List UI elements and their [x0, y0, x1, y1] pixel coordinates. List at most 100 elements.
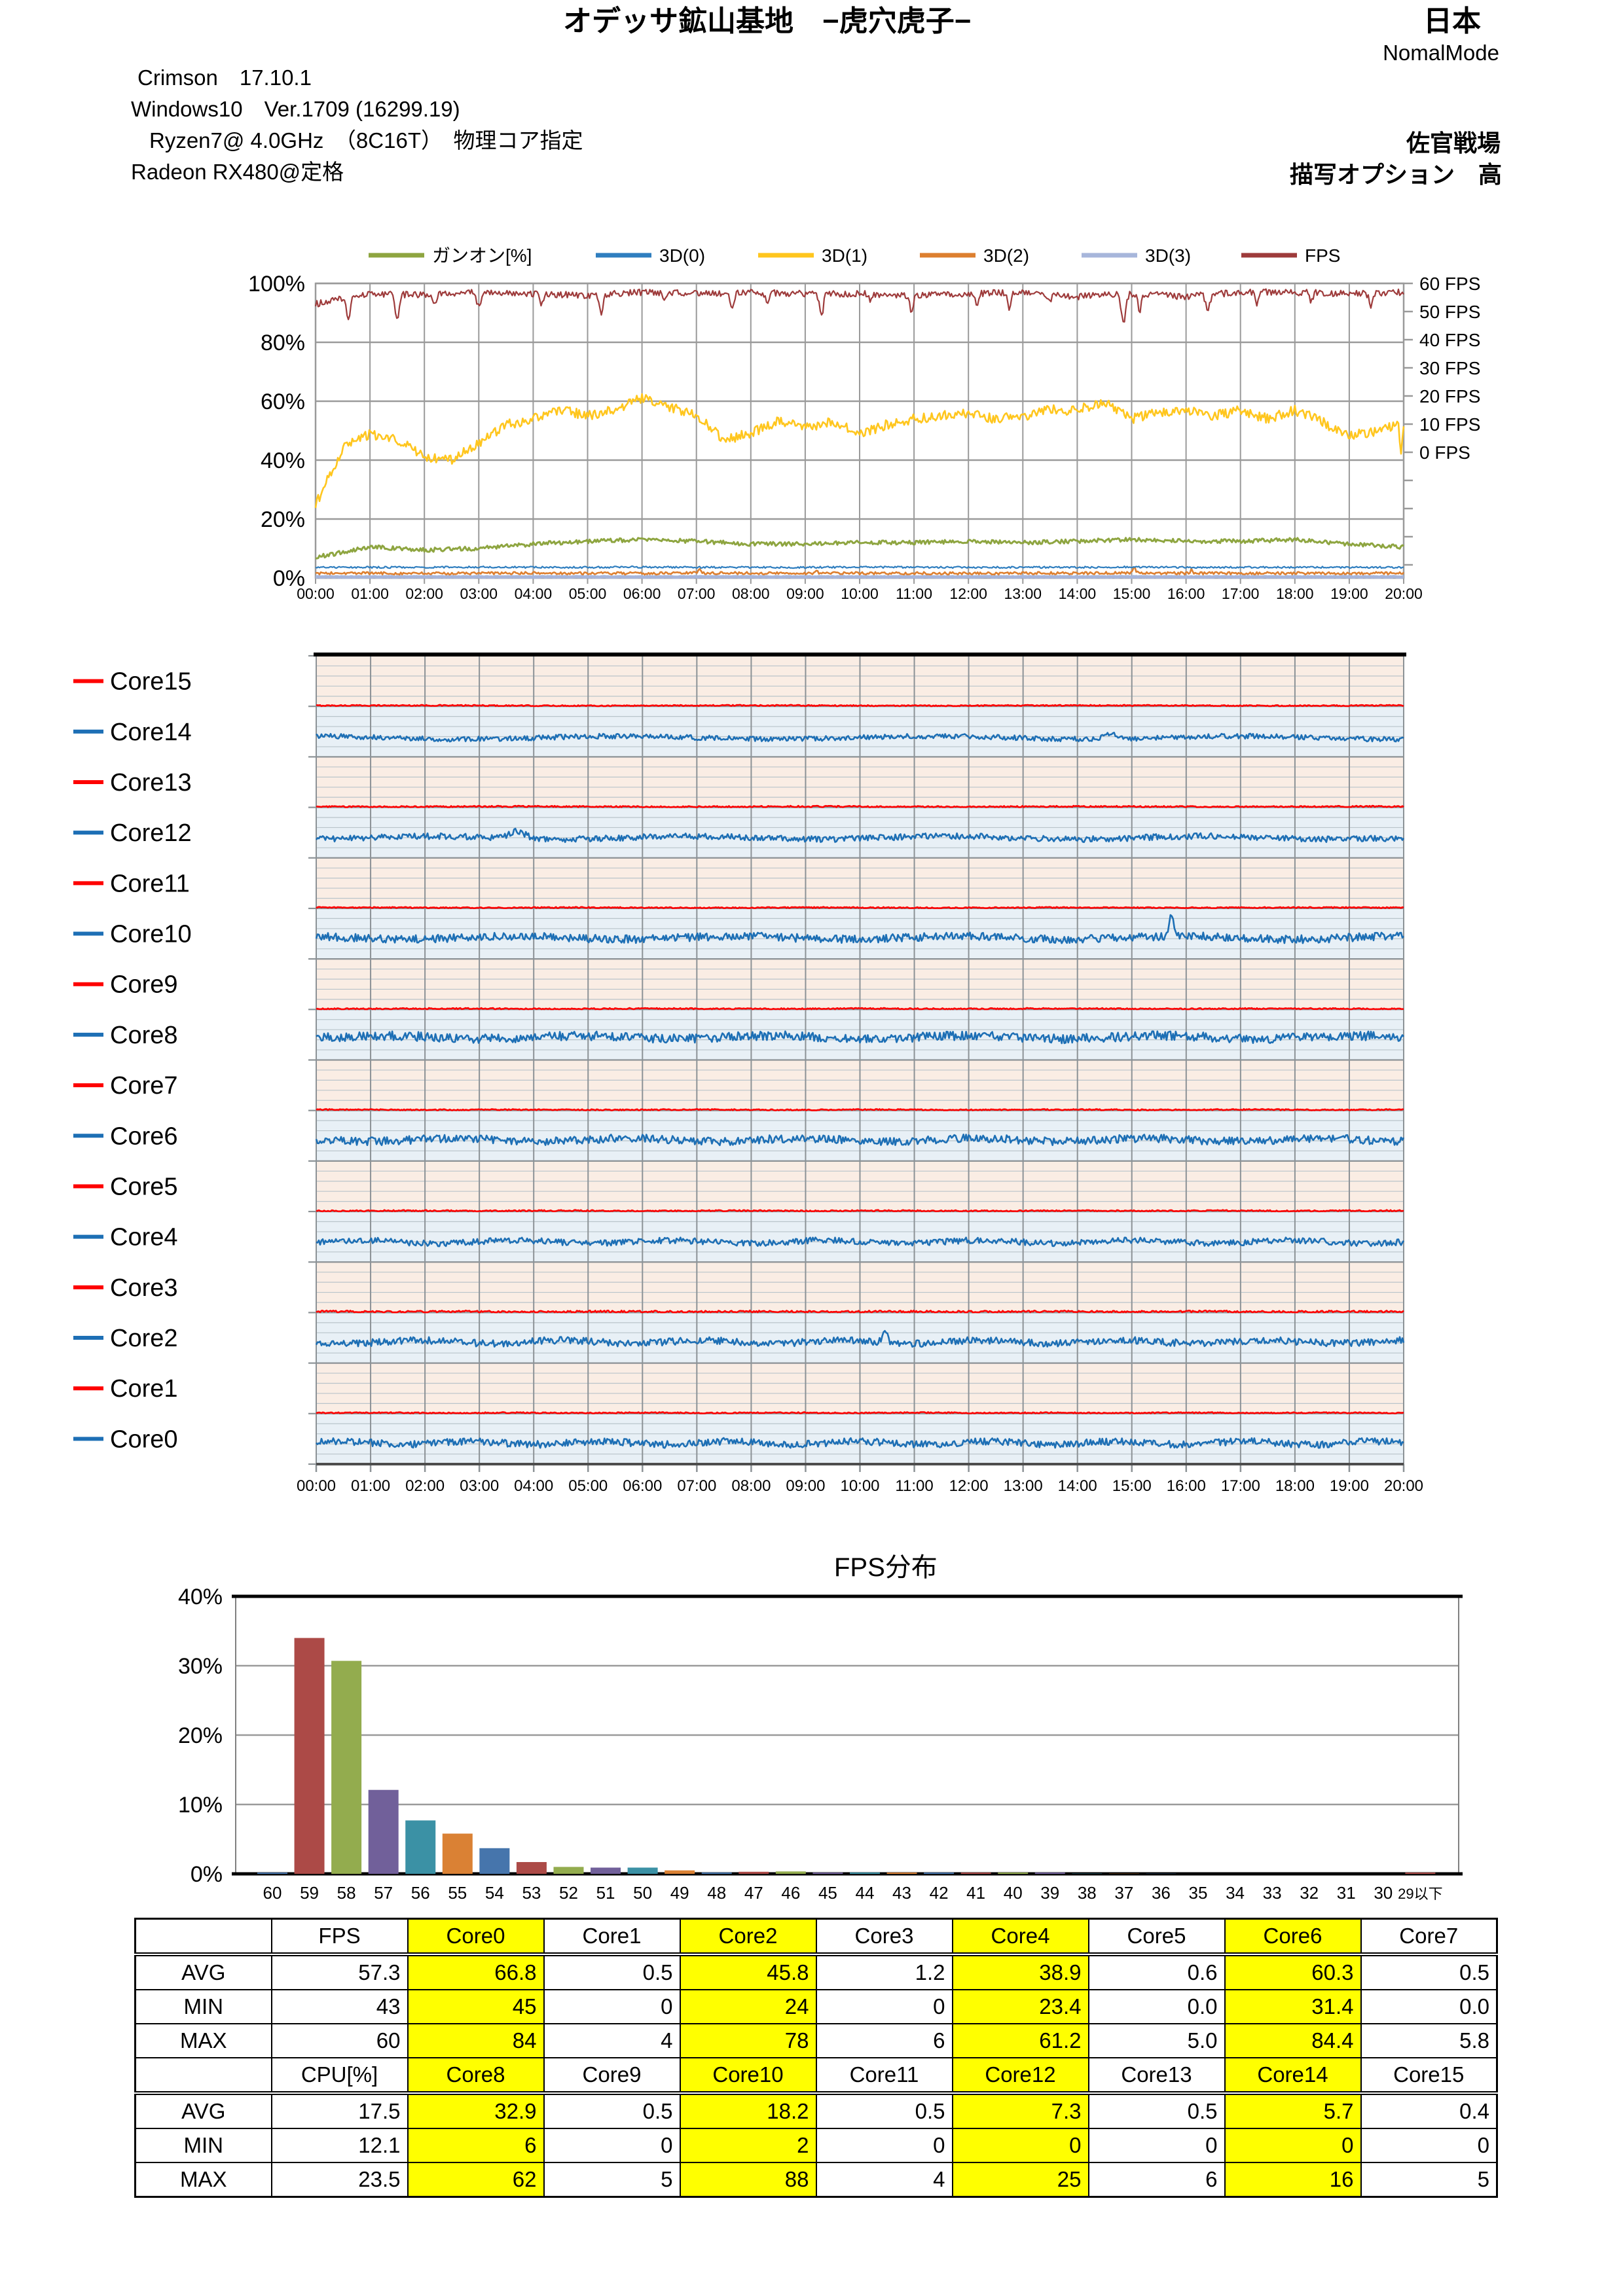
legend-item-Core15: Core15	[73, 668, 192, 696]
svg-text:06:00: 06:00	[623, 585, 661, 602]
value-cell: 0	[543, 2128, 681, 2163]
series-Core10	[315, 914, 1404, 944]
series-Core3	[316, 1310, 1404, 1314]
bar-59	[294, 1638, 325, 1874]
value-cell: 84	[407, 2023, 545, 2058]
value-cell: 0.5	[815, 2092, 953, 2129]
svg-text:Core12: Core12	[110, 819, 192, 847]
fps-distribution-chart: FPS分布 40% 30% 20% 10% 0% 60 59 58 57 56 55 54 53 52 51 5…	[178, 1553, 1463, 1903]
legend-item-Core10: Core10	[73, 921, 192, 948]
svg-text:0%: 0%	[273, 566, 305, 591]
value-cell: 84.4	[1224, 2023, 1362, 2058]
svg-text:10:00: 10:00	[840, 1477, 879, 1495]
bar-50	[627, 1867, 658, 1874]
core-usage-chart: Core15 Core14 Core13 Core12 Core11 Core10 Core…	[73, 653, 1423, 1495]
sys-line-cpu: Ryzen7@ 4.0GHz （8C16T） 物理コア指定	[149, 128, 583, 152]
svg-text:Core7: Core7	[110, 1072, 178, 1100]
value-cell: 5	[1360, 2162, 1498, 2198]
value-cell: 38.9	[951, 1954, 1089, 1990]
svg-text:Core11: Core11	[110, 870, 190, 897]
svg-text:55: 55	[448, 1883, 467, 1903]
svg-text:19:00: 19:00	[1330, 585, 1368, 602]
legend-item-Core4: Core4	[73, 1224, 178, 1251]
svg-text:44: 44	[855, 1883, 874, 1903]
svg-text:54: 54	[485, 1883, 504, 1903]
value-cell: 31.4	[1224, 1989, 1362, 2024]
series-Core9	[316, 1007, 1404, 1011]
value-cell: 6	[1087, 2162, 1226, 2198]
value-cell: 0	[1360, 2128, 1498, 2163]
svg-text:Core6: Core6	[110, 1122, 178, 1150]
header-cell-Core1: Core1	[543, 1918, 681, 1956]
value-cell: 0.5	[1087, 2092, 1226, 2129]
svg-text:Core9: Core9	[110, 971, 178, 999]
value-cell: 2	[679, 2128, 817, 2163]
svg-text:58: 58	[337, 1883, 356, 1903]
svg-text:13:00: 13:00	[1004, 1477, 1043, 1495]
series-Core2	[315, 1330, 1405, 1348]
header-cell-Core14: Core14	[1224, 2057, 1362, 2095]
svg-text:00:00: 00:00	[297, 585, 335, 602]
svg-text:50: 50	[633, 1883, 652, 1903]
svg-text:03:00: 03:00	[460, 1477, 499, 1495]
svg-text:46: 46	[781, 1883, 800, 1903]
svg-text:3D(0): 3D(0)	[659, 245, 705, 266]
sys-line-os: Windows10 Ver.1709 (16299.19)	[131, 97, 460, 121]
value-cell: 0.5	[543, 2092, 681, 2129]
header-cell-Core7: Core7	[1360, 1918, 1498, 1956]
table-body: FPS Core0 Core1 Core2 Core3 Core4 Core5 Core6 Co…	[134, 1918, 1498, 2198]
bar-46	[775, 1871, 806, 1874]
legend-item-Core8: Core8	[73, 1022, 178, 1049]
x-axis-labels: 00:00 01:00 02:00 03:00 04:00 05:00 06:00 07:00…	[297, 585, 1423, 602]
svg-text:60: 60	[263, 1883, 282, 1903]
header-cell-Core0: Core0	[407, 1918, 545, 1956]
bar-51	[591, 1867, 621, 1874]
svg-text:53: 53	[522, 1883, 541, 1903]
value-cell: 18.2	[679, 2092, 817, 2129]
svg-text:43: 43	[892, 1883, 911, 1903]
svg-text:15:00: 15:00	[1113, 585, 1151, 602]
table-row-MAX-0: MAX 60 84 4 78 6 61.2 5.0 84.4 5.8	[134, 2023, 1498, 2058]
value-cell: 0	[815, 2128, 953, 2163]
series-ガンオン[%]	[316, 537, 1404, 560]
header-cell-FPS: FPS	[270, 1918, 409, 1956]
value-cell: 5	[543, 2162, 681, 2198]
svg-text:02:00: 02:00	[405, 585, 443, 602]
legend-item-3D(1): 3D(1)	[758, 245, 867, 266]
chart2-x-axis-labels: 00:00 01:00 02:00 03:00 04:00 05:00 06:00 07:00…	[297, 1477, 1423, 1495]
svg-text:3D(2): 3D(2)	[983, 245, 1029, 266]
svg-text:47: 47	[744, 1883, 763, 1903]
bar-47	[739, 1871, 769, 1874]
svg-text:Core13: Core13	[110, 769, 192, 797]
sys-line-gpu: Radeon RX480@定格	[131, 160, 344, 184]
value-cell: 0	[815, 1989, 953, 2024]
bar-41	[960, 1873, 991, 1874]
series-Core6	[315, 1134, 1405, 1147]
svg-text:36: 36	[1152, 1883, 1171, 1903]
svg-text:07:00: 07:00	[677, 1477, 716, 1495]
svg-text:05:00: 05:00	[569, 585, 607, 602]
bar-56	[405, 1820, 436, 1874]
table-row-AVG-0: AVG 57.3 66.8 0.5 45.8 1.2 38.9 0.6 60.3 0.5	[134, 1954, 1498, 1990]
svg-text:38: 38	[1078, 1883, 1097, 1903]
bar-43	[886, 1873, 917, 1874]
svg-text:40%: 40%	[261, 448, 305, 473]
svg-text:Core5: Core5	[110, 1173, 178, 1200]
svg-text:15:00: 15:00	[1112, 1477, 1152, 1495]
chart3-x-axis-labels: 60 59 58 57 56 55 54 53 52 51 50 49 48 47 46 45 44 43 42 41…	[263, 1883, 1443, 1903]
svg-text:32: 32	[1300, 1883, 1319, 1903]
svg-text:00:00: 00:00	[297, 1477, 336, 1495]
series-3D(2)	[315, 566, 1404, 576]
row-label: AVG	[134, 2092, 272, 2129]
value-cell: 0.0	[1087, 1989, 1226, 2024]
header-cell-CPU[%]: CPU[%]	[270, 2057, 409, 2095]
svg-text:14:00: 14:00	[1058, 1477, 1097, 1495]
value-cell: 0.5	[543, 1954, 681, 1990]
svg-text:09:00: 09:00	[786, 585, 824, 602]
legend-item-Core3: Core3	[73, 1274, 178, 1302]
series-Core0	[316, 1437, 1404, 1449]
value-cell: 4	[543, 2023, 681, 2058]
value-cell: 43	[270, 1989, 409, 2024]
bar-29以下	[1405, 1873, 1436, 1874]
